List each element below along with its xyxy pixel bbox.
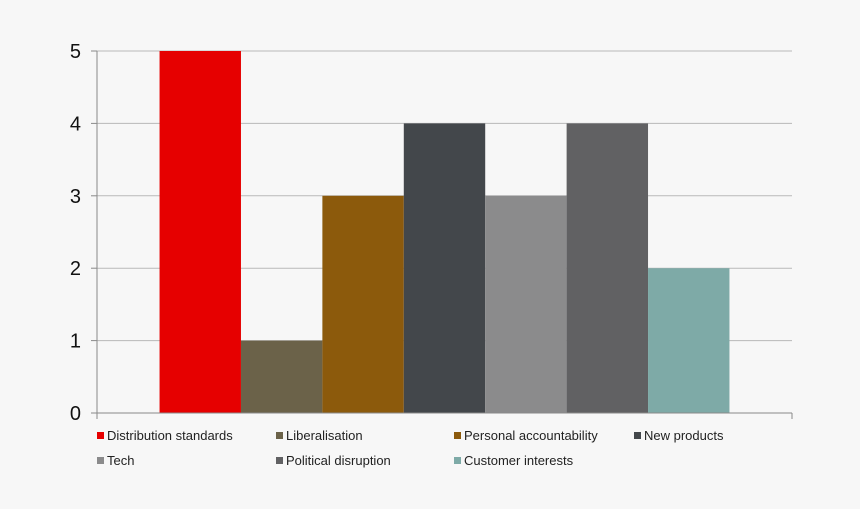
- bar-distribution-standards: [159, 51, 241, 413]
- y-tick-label: 0: [70, 403, 81, 425]
- legend-swatch: [97, 457, 104, 464]
- y-tick-label: 2: [70, 258, 81, 280]
- y-tick-label: 5: [70, 41, 81, 63]
- bars: [159, 51, 730, 414]
- legend-label: Political disruption: [286, 453, 391, 468]
- legend-label: Distribution standards: [107, 428, 233, 443]
- legend-swatch: [97, 432, 104, 439]
- bar-political-disruption: [566, 123, 649, 414]
- legend-swatch: [454, 457, 461, 464]
- bar-tech: [485, 195, 567, 413]
- legend-label: Liberalisation: [286, 428, 363, 443]
- bar-new-products: [403, 123, 486, 414]
- legend-swatch: [634, 432, 641, 439]
- y-tick-label: 4: [70, 113, 81, 135]
- bar-liberalisation: [240, 340, 323, 413]
- legend-swatch: [276, 457, 283, 464]
- legend-label: New products: [644, 428, 724, 443]
- bar-customer-interests: [648, 268, 730, 413]
- legend-label: Tech: [107, 453, 134, 468]
- y-tick-label: 3: [70, 186, 81, 208]
- legend-swatch: [276, 432, 283, 439]
- legend-swatch: [454, 432, 461, 439]
- axes: [91, 50, 793, 419]
- legend-label: Customer interests: [464, 453, 574, 468]
- y-tick-label: 1: [70, 331, 81, 353]
- legend: Distribution standards Liberalisation Pers…: [97, 428, 724, 468]
- y-tick-labels: 0 1 2 3 4 5: [70, 41, 81, 425]
- bar-personal-accountability: [322, 195, 404, 413]
- legend-label: Personal accountability: [464, 428, 598, 443]
